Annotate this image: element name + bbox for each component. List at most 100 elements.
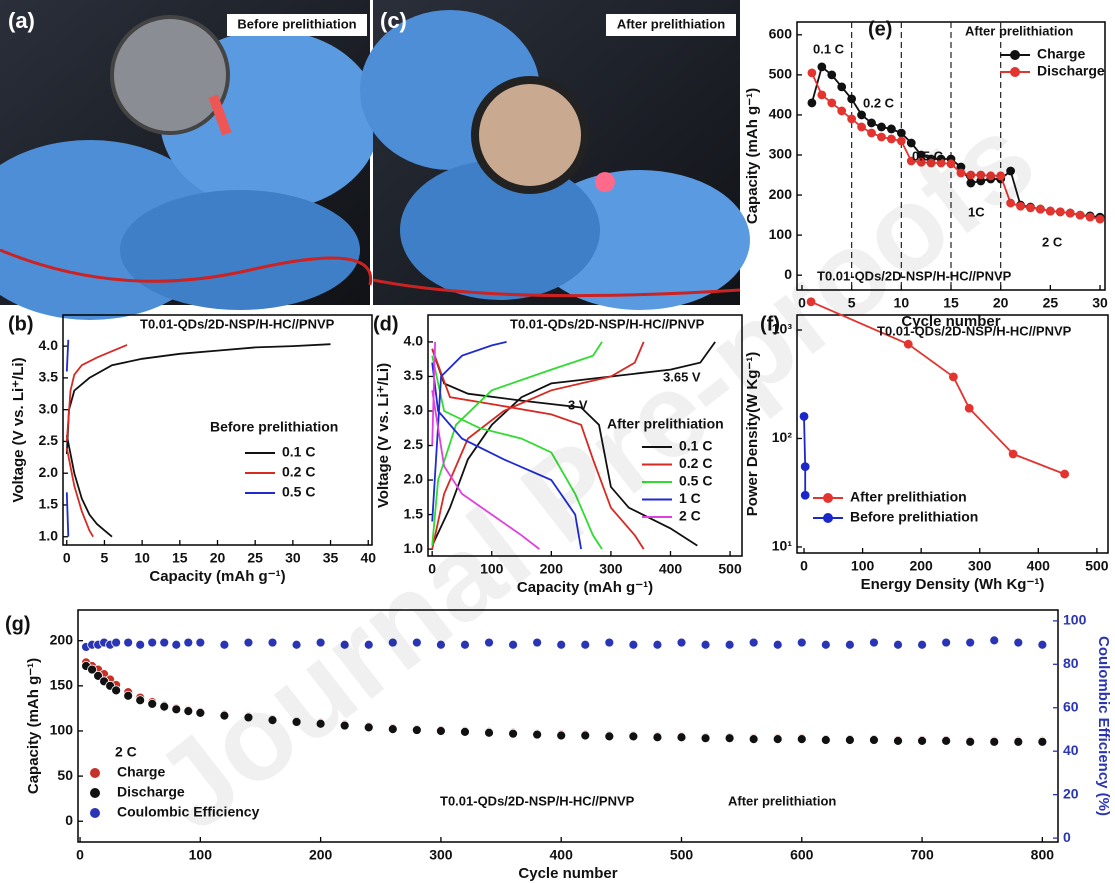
data-point: [869, 735, 879, 745]
data-point: [948, 372, 958, 382]
data-point: [159, 701, 170, 712]
panel-label: (g): [5, 613, 31, 635]
data-point: [652, 732, 663, 743]
x-axis-label: Capacity (mAh g⁻¹): [517, 579, 653, 596]
legend-label: 0.1 C: [282, 444, 315, 460]
panel-label: (b): [8, 313, 34, 335]
x-axis-label: Cycle number: [518, 865, 617, 882]
data-point: [676, 637, 687, 648]
series-line: [803, 416, 807, 496]
data-point: [195, 708, 206, 718]
y-tick-label: 10³: [772, 321, 793, 337]
series-line: [65, 339, 70, 537]
data-point: [917, 735, 927, 746]
photo-a: Before prelithiation (a): [0, 0, 380, 320]
data-point: [965, 736, 976, 747]
x-tick-label: 800: [1031, 847, 1055, 863]
x-tick-label: 200: [909, 558, 933, 574]
data-point: [1085, 212, 1095, 222]
data-point: [159, 637, 170, 648]
legend-marker: [90, 788, 100, 798]
legend-title: 2 C: [115, 744, 137, 760]
x-tick-label: 400: [550, 847, 574, 863]
y2-tick-label: 80: [1063, 655, 1079, 671]
y-tick-label: 1.5: [404, 505, 424, 521]
x-tick-label: 600: [790, 847, 814, 863]
x-tick-label: 5: [848, 295, 856, 311]
data-point: [817, 90, 827, 100]
annotation: 0.5 C: [912, 148, 944, 163]
data-point: [800, 462, 810, 472]
y-tick-label: 10²: [772, 429, 793, 445]
y2-tick-label: 100: [1063, 612, 1087, 628]
data-point: [867, 128, 876, 138]
x-tick-label: 30: [1092, 295, 1108, 311]
y-tick-label: 10¹: [772, 538, 793, 554]
data-point: [893, 639, 903, 650]
data-point: [339, 639, 350, 650]
data-point: [1008, 449, 1018, 459]
y2-tick-label: 0: [1063, 829, 1071, 845]
photo-c: After prelithiation (c): [360, 0, 750, 310]
y-tick-label: 3.0: [39, 400, 59, 416]
x-tick-label: 20: [210, 550, 226, 566]
annotation: 0.1 C: [813, 41, 845, 56]
y-tick-label: 200: [50, 631, 74, 647]
data-point: [796, 637, 807, 648]
data-point: [147, 698, 158, 709]
annotation: 2 C: [1042, 234, 1063, 249]
data-point: [267, 637, 278, 648]
data-point: [123, 690, 134, 701]
data-point: [93, 670, 103, 681]
data-point: [219, 710, 230, 721]
data-point: [1036, 204, 1045, 214]
legend-label: After prelithiation: [850, 489, 967, 505]
y-tick-label: 200: [769, 186, 793, 202]
legend-marker: [823, 493, 833, 503]
y-axis-label: Voltage (V vs. Li⁺/Li): [375, 363, 392, 508]
annotation: After prelithiation: [728, 793, 836, 808]
series-line: [431, 341, 645, 550]
legend-label: Coulombic Efficiency: [117, 804, 260, 820]
x-tick-label: 400: [1027, 558, 1051, 574]
data-point: [411, 725, 422, 735]
y-tick-label: 150: [50, 677, 74, 693]
data-point: [580, 639, 591, 650]
data-point: [847, 94, 857, 104]
data-point: [1037, 639, 1048, 650]
x-tick-label: 700: [910, 847, 934, 863]
data-point: [460, 726, 470, 737]
data-point: [1013, 736, 1024, 747]
data-point: [926, 158, 936, 168]
legend-label: 2 C: [679, 508, 701, 524]
data-point: [1037, 736, 1048, 747]
y-tick-label: 3.0: [404, 402, 424, 418]
data-point: [556, 639, 567, 650]
panel-label: (d): [373, 313, 399, 335]
data-point: [965, 637, 976, 648]
data-point: [1065, 208, 1075, 218]
x-tick-label: 5: [101, 550, 109, 566]
y-tick-label: 600: [769, 26, 793, 42]
data-point: [1013, 637, 1024, 648]
x-tick-label: 500: [670, 847, 694, 863]
data-point: [460, 639, 470, 650]
x-tick-label: 300: [968, 558, 992, 574]
data-point: [183, 706, 194, 717]
y-tick-label: 50: [57, 767, 73, 783]
data-point: [652, 639, 663, 650]
data-point: [436, 726, 446, 736]
data-point: [111, 685, 122, 696]
annotation: 0.2 C: [863, 95, 895, 110]
annotation: 1C: [968, 204, 985, 219]
data-point: [903, 339, 913, 349]
x-tick-label: 20: [993, 295, 1009, 311]
annotation: After prelithiation: [965, 23, 1073, 38]
data-point: [724, 733, 735, 744]
data-point: [532, 729, 543, 740]
y-axis-label: Voltage (V vs. Li⁺/Li): [10, 357, 27, 502]
legend-title: After prelithiation: [607, 416, 724, 432]
data-point: [941, 735, 952, 746]
data-point: [796, 734, 807, 744]
